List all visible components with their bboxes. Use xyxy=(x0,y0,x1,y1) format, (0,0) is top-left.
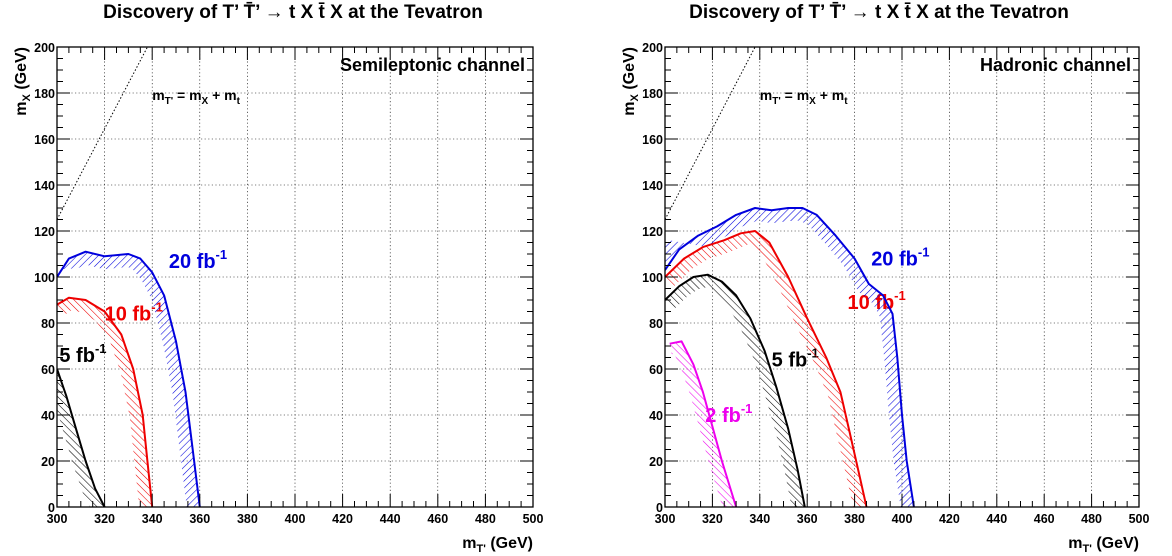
x-tick-label: 500 xyxy=(523,512,544,526)
y-tick-label: 0 xyxy=(48,501,55,515)
y-tick-label: 60 xyxy=(649,363,663,377)
y-tick-label: 160 xyxy=(642,133,663,147)
channel-annotation: Hadronic channel xyxy=(980,55,1131,75)
y-tick-label: 80 xyxy=(649,317,663,331)
relation-line xyxy=(665,47,756,220)
x-tick-label: 480 xyxy=(1081,512,1102,526)
series-label-20-fb-1: 20 fb-1 xyxy=(169,247,227,273)
y-tick-label: 60 xyxy=(41,363,55,377)
y-tick-label: 200 xyxy=(642,41,663,55)
relation-line xyxy=(57,47,148,220)
relation-label: mT' = mX + mt xyxy=(152,87,240,107)
contour-20-fb-1 xyxy=(665,207,915,507)
x-tick-label: 500 xyxy=(1129,512,1150,526)
grid-lines xyxy=(57,47,533,507)
hatch-band-20-fb-1 xyxy=(57,251,200,507)
contour-10-fb-1 xyxy=(57,296,154,507)
contour-10-fb-1 xyxy=(665,230,868,507)
axis-ticks xyxy=(56,46,534,508)
x-tick-label: 360 xyxy=(797,512,818,526)
y-tick-label: 100 xyxy=(34,271,55,285)
x-axis-label: mT' (GeV) xyxy=(1068,535,1139,555)
y-tick-label: 160 xyxy=(34,133,55,147)
channel-annotation: Semileptonic channel xyxy=(340,55,525,75)
contour-5-fb-1 xyxy=(57,368,106,507)
x-tick-label: 380 xyxy=(844,512,865,526)
x-tick-label: 400 xyxy=(285,512,306,526)
y-tick-label: 180 xyxy=(642,87,663,101)
y-tick-label: 40 xyxy=(41,409,55,423)
y-tick-label: 0 xyxy=(656,501,663,515)
contour-5-fb-1 xyxy=(665,273,806,507)
series-label-5-fb-1: 5 fb-1 xyxy=(59,341,106,367)
contour-2-fb-1 xyxy=(669,340,738,507)
y-tick-label: 20 xyxy=(41,455,55,469)
x-tick-label: 400 xyxy=(892,512,913,526)
x-tick-label: 340 xyxy=(142,512,163,526)
x-tick-label: 360 xyxy=(189,512,210,526)
chart-title-left: Discovery of T’ T̄’ → t X t̄ X at the Te… xyxy=(103,2,483,23)
series-label-20-fb-1: 20 fb-1 xyxy=(871,245,929,271)
x-tick-label: 480 xyxy=(475,512,496,526)
x-tick-label: 320 xyxy=(702,512,723,526)
y-tick-label: 140 xyxy=(642,179,663,193)
hatch-band-2-fb-1 xyxy=(669,341,737,507)
y-tick-label: 80 xyxy=(41,317,55,331)
contour-20-fb-1 xyxy=(57,250,201,507)
x-tick-label: 440 xyxy=(380,512,401,526)
x-axis-label: mT' (GeV) xyxy=(462,535,533,555)
y-axis-label: mX (GeV) xyxy=(621,47,641,116)
y-tick-label: 120 xyxy=(642,225,663,239)
x-tick-label: 440 xyxy=(986,512,1007,526)
grid-lines xyxy=(665,47,1139,507)
chart-title-right: Discovery of T’ T̄’ → t X t̄ X at the Te… xyxy=(689,2,1069,23)
y-tick-label: 180 xyxy=(34,87,55,101)
chart-left-semileptonic: 5 fb-110 fb-120 fb-130032034036038040042… xyxy=(13,41,544,555)
x-tick-label: 300 xyxy=(655,512,676,526)
relation-label: mT' = mX + mt xyxy=(760,87,848,107)
x-tick-label: 300 xyxy=(47,512,68,526)
hatch-band-10-fb-1 xyxy=(57,297,153,507)
x-tick-label: 420 xyxy=(939,512,960,526)
x-tick-label: 420 xyxy=(332,512,353,526)
y-tick-label: 100 xyxy=(642,271,663,285)
y-tick-label: 120 xyxy=(34,225,55,239)
x-tick-label: 460 xyxy=(1034,512,1055,526)
hatch-band-5-fb-1 xyxy=(665,274,805,507)
y-axis-label: mX (GeV) xyxy=(13,47,33,116)
x-tick-label: 320 xyxy=(94,512,115,526)
series-label-2-fb-1: 2 fb-1 xyxy=(705,401,752,427)
y-tick-label: 200 xyxy=(34,41,55,55)
x-tick-label: 380 xyxy=(237,512,258,526)
y-tick-label: 140 xyxy=(34,179,55,193)
y-tick-label: 40 xyxy=(649,409,663,423)
axis-ticks xyxy=(664,46,1140,508)
x-tick-label: 340 xyxy=(749,512,770,526)
x-tick-label: 460 xyxy=(427,512,448,526)
hatch-band-5-fb-1 xyxy=(57,369,105,507)
y-tick-label: 20 xyxy=(649,455,663,469)
